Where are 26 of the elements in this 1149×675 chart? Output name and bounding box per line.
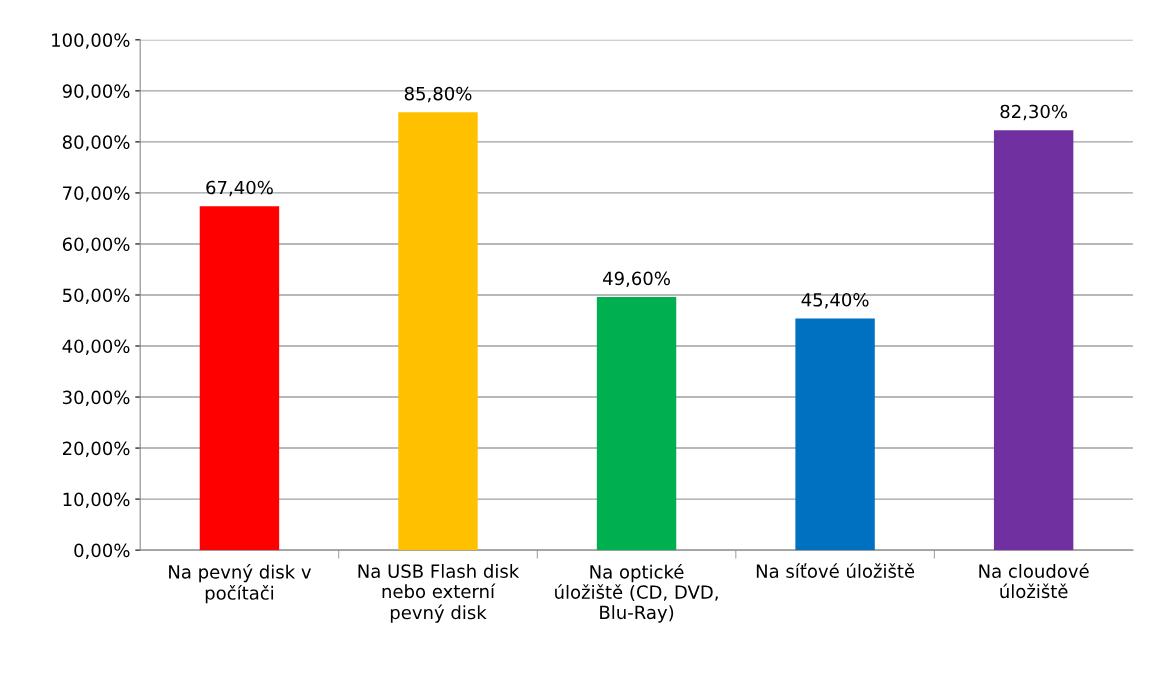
y-tick-label: 40,00% (62, 339, 130, 355)
bar (993, 130, 1074, 551)
x-tick-label: Na pevný disk v počítači (169, 564, 312, 604)
x-tick-label: Na cloudové úložiště (979, 563, 1089, 599)
y-tick-label: 100,00% (52, 33, 130, 49)
x-tick-label: Na síťové úložiště (756, 563, 915, 578)
data-label: 67,40% (206, 180, 273, 197)
y-tick-label: 70,00% (63, 186, 130, 202)
data-label: 82,30% (1000, 104, 1068, 121)
data-label: 49,60% (603, 271, 670, 288)
y-tick-label: 30,00% (62, 390, 130, 406)
y-tick-label: 90,00% (62, 84, 130, 100)
data-label: 85,80% (404, 86, 472, 103)
bar (795, 318, 875, 551)
y-tick-label: 0,00% (74, 543, 130, 560)
bar (398, 112, 478, 551)
y-tick-label: 60,00% (62, 237, 130, 253)
bar (596, 297, 677, 551)
y-tick-label: 10,00% (63, 492, 130, 509)
x-tick-label: Na optické úložiště (CD, DVD, Blu-Ray) (555, 564, 718, 623)
bar (199, 206, 280, 551)
x-tick-label: Na USB Flash disk nebo externí pevný disk (358, 564, 520, 623)
y-tick-label: 20,00% (62, 441, 130, 458)
y-tick-label: 50,00% (63, 288, 130, 304)
data-label: 45,40% (801, 292, 869, 309)
y-tick-label: 80,00% (62, 135, 130, 151)
